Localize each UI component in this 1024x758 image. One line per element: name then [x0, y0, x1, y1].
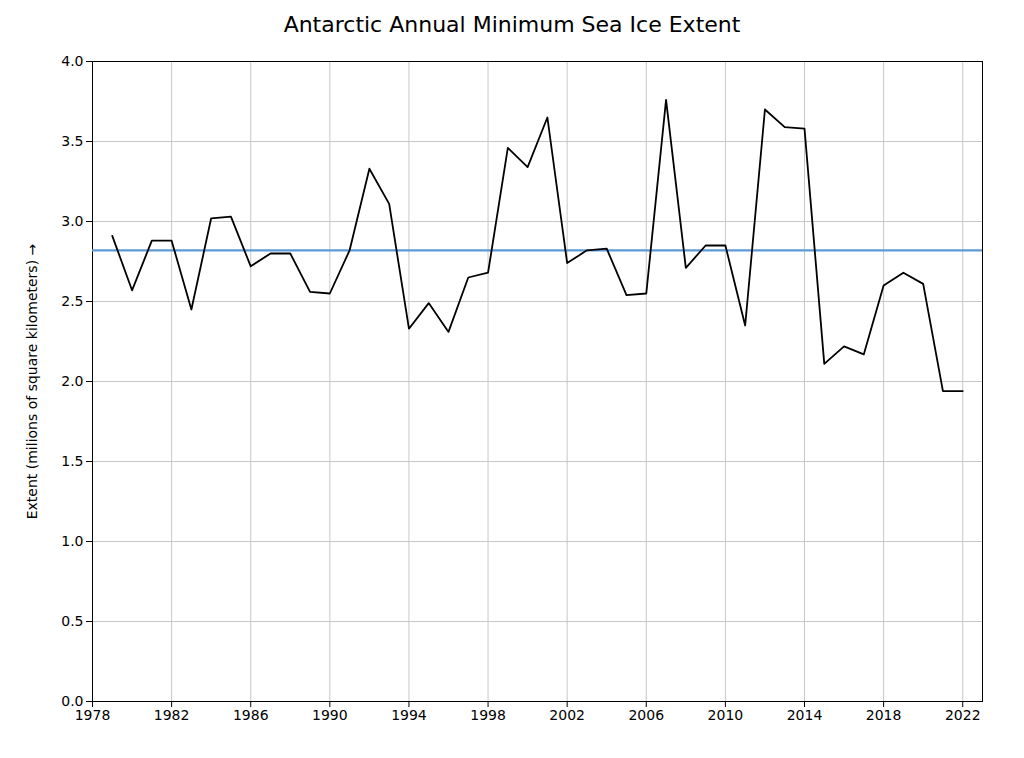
svg-text:Extent (milions of square kilo: Extent (milions of square kilometers) →: [24, 243, 40, 519]
svg-text:2002: 2002: [549, 707, 585, 723]
svg-text:1986: 1986: [233, 707, 269, 723]
svg-text:0.0: 0.0: [61, 693, 84, 709]
svg-text:1998: 1998: [470, 707, 506, 723]
svg-text:1994: 1994: [391, 707, 427, 723]
svg-text:2.5: 2.5: [61, 293, 83, 309]
svg-text:1.5: 1.5: [61, 453, 83, 469]
svg-text:2014: 2014: [787, 707, 823, 723]
svg-text:4.0: 4.0: [61, 53, 83, 69]
svg-text:2.0: 2.0: [61, 373, 83, 389]
svg-text:3.0: 3.0: [61, 213, 83, 229]
html-text:Antarctic Annual Minimum Sea I: Antarctic Annual Minimum Sea Ice Extent: [283, 12, 741, 37]
svg-text:1982: 1982: [154, 707, 190, 723]
svg-text:2010: 2010: [708, 707, 744, 723]
svg-text:0.5: 0.5: [61, 613, 83, 629]
svg-text:2018: 2018: [866, 707, 902, 723]
svg-text:1990: 1990: [312, 707, 348, 723]
svg-text:1978: 1978: [75, 707, 111, 723]
svg-text:3.5: 3.5: [61, 133, 83, 149]
svg-text:2006: 2006: [628, 707, 664, 723]
svg-text:2022: 2022: [945, 707, 981, 723]
svg-text:1.0: 1.0: [61, 533, 83, 549]
